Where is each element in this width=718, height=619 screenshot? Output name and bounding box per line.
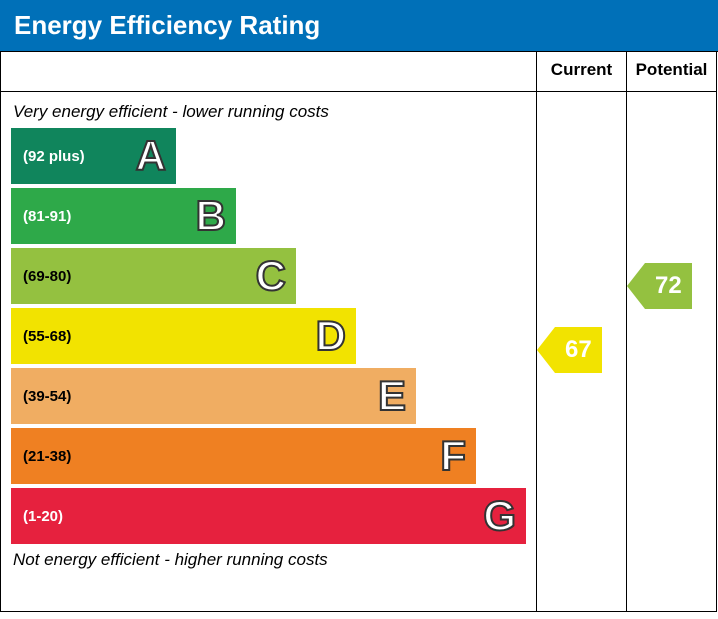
current-marker-arrow-icon — [537, 327, 555, 373]
band-row-g: (1-20) G — [11, 488, 526, 544]
caption-top: Very energy efficient - lower running co… — [13, 102, 526, 122]
potential-column: 72 — [627, 92, 717, 612]
band-letter-d: D — [316, 312, 346, 360]
band-range-g: (1-20) — [23, 508, 63, 525]
title-bar: Energy Efficiency Rating — [0, 0, 718, 51]
band-letter-c: C — [256, 252, 286, 300]
header-potential: Potential — [627, 52, 717, 92]
band-bar-c: (69-80) C — [11, 248, 296, 304]
band-range-b: (81-91) — [23, 208, 71, 225]
band-bar-f: (21-38) F — [11, 428, 476, 484]
band-row-d: (55-68) D — [11, 308, 526, 364]
caption-bottom: Not energy efficient - higher running co… — [13, 550, 526, 570]
potential-marker-value: 72 — [645, 263, 692, 309]
band-letter-e: E — [378, 372, 406, 420]
band-range-a: (92 plus) — [23, 148, 85, 165]
band-range-c: (69-80) — [23, 268, 71, 285]
band-letter-b: B — [196, 192, 226, 240]
band-bar-a: (92 plus) A — [11, 128, 176, 184]
band-range-d: (55-68) — [23, 328, 71, 345]
chart-grid: CurrentPotential Very energy efficient - … — [0, 51, 718, 612]
potential-marker-arrow-icon — [627, 263, 645, 309]
band-bar-g: (1-20) G — [11, 488, 526, 544]
band-row-b: (81-91) B — [11, 188, 526, 244]
band-letter-g: G — [483, 492, 516, 540]
band-range-e: (39-54) — [23, 388, 71, 405]
band-row-c: (69-80) C — [11, 248, 526, 304]
bands-area: Very energy efficient - lower running co… — [1, 92, 537, 612]
current-marker: 67 — [537, 327, 602, 373]
current-column: 67 — [537, 92, 627, 612]
header-current: Current — [537, 52, 627, 92]
potential-marker: 72 — [627, 263, 692, 309]
band-letter-a: A — [136, 132, 166, 180]
band-row-a: (92 plus) A — [11, 128, 526, 184]
band-bar-e: (39-54) E — [11, 368, 416, 424]
band-letter-f: F — [440, 432, 466, 480]
band-range-f: (21-38) — [23, 448, 71, 465]
band-row-f: (21-38) F — [11, 428, 526, 484]
band-bar-b: (81-91) B — [11, 188, 236, 244]
header-blank — [1, 52, 537, 92]
current-marker-value: 67 — [555, 327, 602, 373]
band-bar-d: (55-68) D — [11, 308, 356, 364]
band-row-e: (39-54) E — [11, 368, 526, 424]
